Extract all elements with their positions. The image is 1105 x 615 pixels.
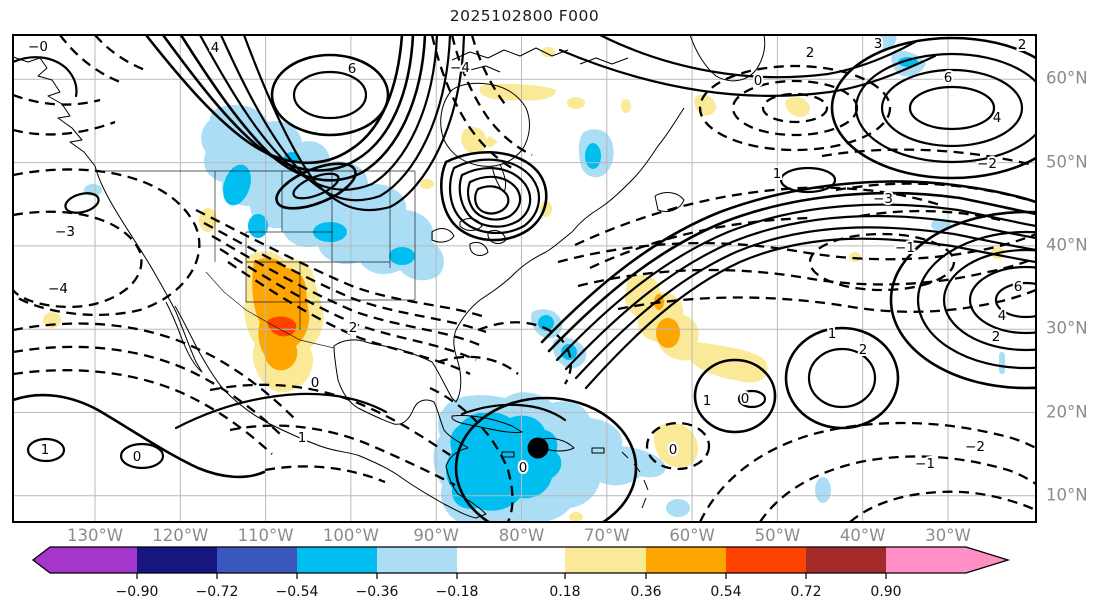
weather-contour-figure: 2025102800 F000: [0, 0, 1105, 615]
colorbar-tick-label: −0.18: [436, 584, 479, 600]
colorbar-tick-label: −0.54: [276, 584, 319, 600]
colorbar-tick-label: 0.90: [870, 584, 901, 600]
colorbar-segments: [33, 547, 1008, 573]
colorbar: [0, 0, 1105, 615]
colorbar-tick-label: 0.36: [630, 584, 661, 600]
colorbar-ticks: [137, 573, 886, 579]
colorbar-tick-label: −0.72: [196, 584, 239, 600]
colorbar-tick-label: −0.90: [116, 584, 159, 600]
colorbar-tick-label: 0.72: [790, 584, 821, 600]
colorbar-tick-label: −0.36: [356, 584, 399, 600]
colorbar-tick-label: 0.18: [549, 584, 580, 600]
colorbar-tick-label: 0.54: [710, 584, 741, 600]
